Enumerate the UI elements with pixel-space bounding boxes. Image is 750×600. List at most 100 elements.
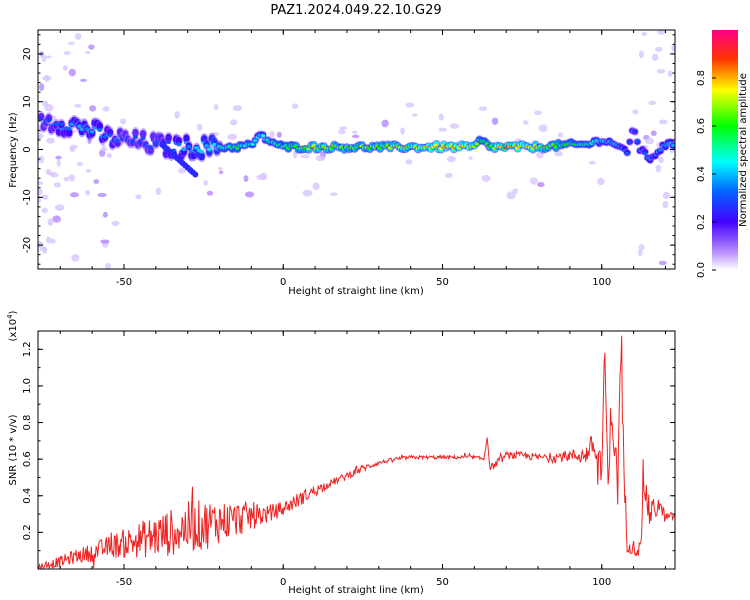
spectrogram-y-tick-label: 0 <box>22 146 33 152</box>
spectrogram-y-tick-label: -10 <box>22 189 33 205</box>
spectrogram-ridge-core <box>670 143 675 148</box>
snr-y-multiplier: (x104) <box>6 310 19 341</box>
spectrogram-noise-blob <box>213 104 219 111</box>
colorbar: 0.0 0.2 0.4 0.6 0.8 Normalized spectral ampl… <box>696 30 749 278</box>
spectrogram-noise-blob <box>522 120 529 125</box>
spectrogram-ridge-core <box>46 118 52 122</box>
colorbar-tick-label: 0.6 <box>696 118 707 134</box>
spectrogram-noise-blob <box>444 172 453 179</box>
spectrogram-noise-blob <box>352 130 358 134</box>
snr-x-tick-label: 0 <box>280 577 286 588</box>
spectrogram-noise-blob <box>651 53 659 62</box>
spectrogram-noise-blob <box>54 204 65 211</box>
spectrogram-noise-blob <box>46 172 56 176</box>
spectrogram-noise-blob <box>468 156 473 160</box>
spectrogram-noise-blob <box>512 188 519 195</box>
spectrogram-noise-blob <box>662 200 669 209</box>
spectrogram-ridge-core <box>199 149 205 154</box>
spectrogram-noise-blob <box>650 130 657 137</box>
spectrogram-noise-blob <box>339 126 348 130</box>
spectrogram-noise-blob <box>97 192 107 198</box>
spectrogram-noise-blob <box>381 119 389 128</box>
spectrogram-noise-blob <box>71 254 80 262</box>
spectrogram-noise-blob <box>68 174 75 182</box>
spectrogram-noise-blob <box>245 191 255 198</box>
snr-y-tick-label: 0.2 <box>22 524 33 540</box>
spectrogram-noise-blob <box>45 55 52 59</box>
spectrogram-noise-blob <box>101 143 106 152</box>
spectrogram-noise-blob <box>102 106 110 112</box>
spectrogram-ridge-core <box>115 139 121 143</box>
spectrogram-noise-blob <box>206 190 214 196</box>
spectrogram-noise-blob <box>41 207 48 214</box>
spectrogram-noise-blob <box>529 177 539 185</box>
spectrogram-noise-blob <box>538 124 548 133</box>
spectrogram-noise-blob <box>557 132 563 138</box>
spectrogram-noise-blob <box>56 159 61 168</box>
spectrogram-y-tick-label: -20 <box>22 237 33 253</box>
snr-panel: -50 0 50 100 0.2 0.4 0.6 0.8 1.0 1.2 Height of st… <box>6 310 676 596</box>
spectrogram-ridge-core <box>97 128 103 132</box>
spectrogram-noise-blob <box>641 31 647 37</box>
spectrogram-noise-blob <box>536 151 544 159</box>
spectrogram-ridge-core <box>206 147 212 152</box>
spectrogram-noise-blob <box>89 105 97 112</box>
colorbar-tick-label: 0.8 <box>696 70 707 86</box>
spectrogram-ridge-outer <box>66 128 73 137</box>
spectrogram-noise-blob <box>102 211 108 218</box>
spectrogram-noise-blob <box>291 103 299 110</box>
spectrogram-noise-blob <box>69 146 76 153</box>
spectrogram-noise-blob <box>196 123 203 131</box>
spectrogram-noise-blob <box>438 113 444 121</box>
spectrogram-ridge-core <box>627 140 633 145</box>
colorbar-tick-label: 0.2 <box>696 214 707 230</box>
spectrogram-noise-blob <box>68 68 76 77</box>
spectrogram-noise-blob <box>174 111 180 119</box>
spectrogram-noise-blob <box>446 155 456 163</box>
spectrogram-ridge-core <box>148 145 154 149</box>
spectrogram-noise-blob <box>411 113 418 117</box>
spectrogram-noise-blob <box>88 44 95 50</box>
spectrogram-noise-blob <box>312 182 320 191</box>
spectrogram-ridge-core <box>107 133 113 137</box>
spectrogram-ridge-core <box>138 140 143 145</box>
spectrogram-noise-blob <box>632 109 639 115</box>
spectrogram-noise-blob <box>178 167 186 174</box>
spectrogram-noise-blob <box>269 130 276 138</box>
spectrogram-x-axis-label: Height of straight line (km) <box>288 286 424 297</box>
spectrogram-noise-blob <box>38 132 44 140</box>
spectrogram-noise-blob <box>276 131 282 138</box>
spectrogram-noise-blob <box>38 155 45 164</box>
spectrogram-noise-blob <box>597 177 605 186</box>
spectrogram-noise-blob <box>69 192 79 198</box>
spectrogram-ridge-core <box>102 134 108 139</box>
spectrogram-noise-blob <box>46 137 55 144</box>
spectrogram-ridge-core <box>186 144 192 149</box>
spectrogram-noise-blob <box>315 155 326 162</box>
spectrogram-noise-blob <box>671 44 675 52</box>
snr-x-tick-label: -50 <box>116 577 132 588</box>
spectrogram-noise-blob <box>658 260 667 266</box>
spectrogram-noise-blob <box>662 191 670 200</box>
spectrogram-noise-blob <box>105 262 111 269</box>
snr-ticks: -50 0 50 100 0.2 0.4 0.6 0.8 1.0 1.2 <box>22 330 675 588</box>
snr-plot-area <box>38 335 675 569</box>
spectrogram-noise-blob <box>232 105 243 112</box>
spectrogram-noise-blob <box>654 46 663 52</box>
spectrogram-ridge-core <box>166 140 171 144</box>
spectrogram-noise-blob <box>38 198 42 204</box>
spectrogram-noise-blob <box>256 174 267 181</box>
colorbar-label: Normalized spectral amplitude <box>738 73 749 227</box>
spectrogram-noise-blob <box>656 68 666 74</box>
spectrogram-noise-blob <box>405 102 415 108</box>
spectrogram-noise-blob <box>638 244 645 251</box>
spectrogram-noise-blob <box>135 194 142 200</box>
spectrogram-noise-blob <box>554 150 563 157</box>
spectrogram-noise-blob <box>85 189 91 196</box>
spectrogram-x-tick-label: 0 <box>280 277 286 288</box>
spectrogram-noise-blob <box>44 103 54 112</box>
spectrogram-noise-blob <box>63 51 71 56</box>
colorbar-tick-label: 0.0 <box>696 262 707 278</box>
spectrogram-noise-blob <box>243 175 249 183</box>
spectrogram-branch <box>192 171 199 178</box>
